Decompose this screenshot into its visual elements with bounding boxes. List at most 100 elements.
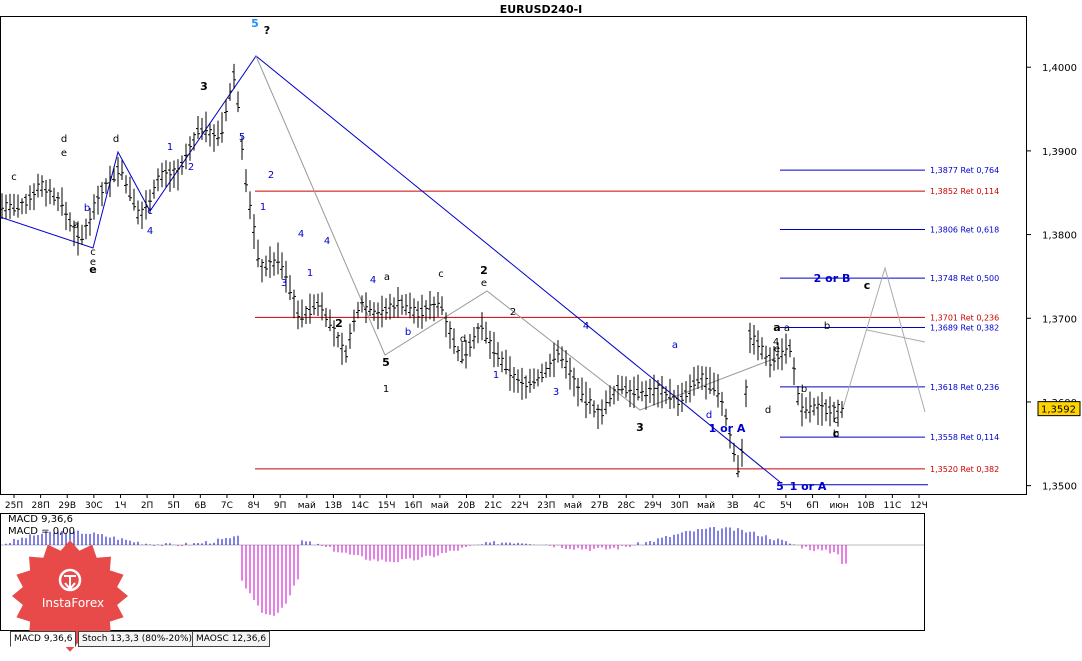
wave-label: 2: [480, 264, 488, 277]
wave-label: a: [773, 321, 780, 334]
time-tick-label: май: [298, 501, 316, 511]
axis-layer: 1,40001,39001,38001,37001,36001,35001,35…: [5, 63, 1081, 511]
current-price-box: [1037, 401, 1081, 417]
wave-label: 1 or A: [790, 480, 827, 493]
time-tick-label: 10В: [857, 501, 875, 511]
wave-label: e: [481, 278, 487, 289]
wave-label: c: [11, 172, 17, 183]
wave-label: e: [774, 344, 780, 355]
fib-level-label: 1,3701 Ret 0,236: [930, 313, 999, 322]
price-tick-label: 1,3700: [1042, 314, 1077, 325]
fib-level-label: 1,3748 Ret 0,500: [930, 274, 999, 283]
time-tick-label: 15Ч: [378, 501, 396, 511]
time-tick-label: 30С: [85, 501, 103, 511]
wave-label: c: [90, 247, 96, 258]
time-tick-label: 12Ч: [910, 501, 928, 511]
wave-label: 2: [188, 162, 194, 173]
wave-label: 3: [281, 278, 287, 289]
fib-level-label: 1,3689 Ret 0,382: [930, 323, 999, 332]
time-tick-label: июн: [829, 501, 848, 511]
time-tick-label: 27В: [591, 501, 609, 511]
tab-macd[interactable]: MACD 9,36,6: [10, 631, 77, 647]
chart-title: EURUSD240-I: [500, 3, 583, 16]
time-tick-label: 22Ч: [511, 501, 529, 511]
wave-label: 3: [553, 387, 559, 398]
wave-label: a: [73, 220, 79, 231]
wave-label: 1: [383, 384, 389, 395]
time-tick-label: 13В: [325, 501, 343, 511]
wave-label: b: [824, 321, 830, 332]
time-tick-label: 16П: [404, 501, 422, 511]
wave-label: 4: [370, 275, 376, 286]
wave-label: b: [833, 429, 839, 440]
wave-label: c: [833, 427, 840, 440]
time-tick-label: 25П: [5, 501, 23, 511]
price-tick-label: 1,3800: [1042, 231, 1077, 242]
fib-level-label: 1,3877 Ret 0,764: [930, 166, 999, 175]
time-tick-label: 21С: [484, 501, 502, 511]
time-tick-label: 8Ч: [248, 501, 260, 511]
wave-label: d: [61, 134, 67, 145]
time-tick-label: 3В: [727, 501, 739, 511]
wave-label: 4: [147, 226, 153, 237]
wave-label: e: [61, 148, 67, 159]
time-tick-label: 29В: [58, 501, 76, 511]
wave-label: 1 or A: [709, 422, 746, 435]
wave-label: 2: [510, 307, 516, 318]
wave-label: 3: [636, 421, 644, 434]
fib-level-label: 1,3618 Ret 0,236: [930, 383, 999, 392]
time-tick-label: 6В: [194, 501, 206, 511]
wave-label: b: [405, 327, 411, 338]
price-tick-label: 1,3900: [1042, 147, 1077, 158]
time-tick-label: 23П: [537, 501, 555, 511]
fib-levels: 1,3877 Ret 0,764 1,3852 Ret 0,114 1,3806 R…: [255, 166, 999, 486]
wave-label: 4: [298, 229, 304, 240]
macd-histogram: [1, 527, 924, 616]
wave-label: e: [90, 257, 96, 268]
time-tick-label: 1Ч: [115, 501, 127, 511]
wave-label: d: [460, 334, 466, 345]
time-tick-label: 28П: [32, 501, 50, 511]
wave-label: d: [765, 405, 771, 416]
time-tick-label: 30П: [670, 501, 688, 511]
time-tick-label: май: [697, 501, 715, 511]
wave-label: 1: [307, 268, 313, 279]
wave-label: 4: [583, 321, 589, 332]
time-tick-label: 4С: [753, 501, 765, 511]
wave-label: 5: [776, 480, 784, 493]
wave-label: a: [672, 340, 678, 351]
wave-label: a: [384, 272, 390, 283]
tab-maosc[interactable]: MAOSC 12,36,6: [192, 631, 271, 647]
wave-label: c: [438, 269, 444, 280]
wave-label: 1: [493, 370, 499, 381]
time-tick-label: 20В: [458, 501, 476, 511]
projection-line: [842, 266, 926, 413]
time-tick-label: 6П: [806, 501, 819, 511]
price-tick-label: 1,4000: [1042, 63, 1077, 74]
time-tick-label: 7С: [221, 501, 233, 511]
time-tick-label: 29Ч: [644, 501, 662, 511]
time-tick-label: 5П: [167, 501, 180, 511]
wave-label: 5: [239, 132, 245, 143]
logo-text: InstaForex: [41, 596, 105, 610]
wave-label: d: [706, 410, 712, 421]
wave-label: ?: [264, 24, 270, 37]
wave-label: e: [89, 263, 96, 276]
wave-label: c: [147, 206, 153, 217]
wave-label: 4: [324, 236, 330, 247]
wave-label: c: [833, 415, 839, 426]
tab-stoch[interactable]: Stoch 13,3,3 (80%-20%): [78, 631, 197, 647]
time-tick-label: 5Ч: [780, 501, 792, 511]
wave-label: b: [801, 384, 807, 395]
price-tick-label: 1,3500: [1042, 482, 1077, 493]
fib-level-label: 1,3520 Ret 0,382: [930, 465, 999, 474]
wave-label: b: [84, 203, 90, 214]
time-tick-label: 28С: [617, 501, 635, 511]
wave-label: 5: [382, 356, 390, 369]
macd-title: MACD 9,36,6: [8, 514, 73, 525]
fib-level-label: 1,3852 Ret 0,114: [930, 187, 999, 196]
wave-label: 4: [773, 337, 779, 348]
macd-legend: MACD 9,36,6 MACD = 0,00: [8, 514, 75, 538]
wave-label: 1: [260, 202, 266, 213]
